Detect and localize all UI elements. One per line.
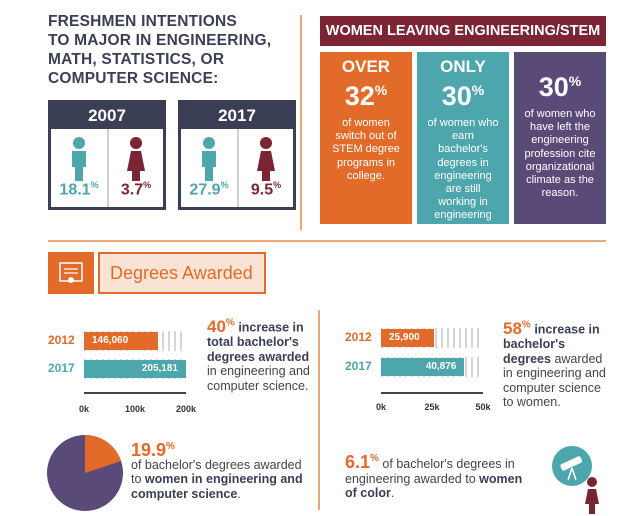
x-axis (381, 392, 483, 394)
tick-label: 0k (375, 402, 386, 412)
note-rest: awarded in engineering and computer scie… (503, 351, 606, 410)
stat-card-still-working: ONLY 30% of women who earn bachelor's de… (417, 52, 509, 235)
section-divider (300, 15, 302, 230)
stat-lead: ONLY (440, 57, 486, 76)
year-label: 2007 (51, 103, 163, 129)
bar-2017-total: 205,181 (84, 360, 186, 378)
note-post: . (390, 486, 395, 500)
male-column: 18.1% (51, 129, 107, 207)
bar-2012-women: 25,900 (381, 329, 434, 347)
freshmen-title: FRESHMEN INTENTIONS TO MAJOR IN ENGINEER… (48, 12, 308, 88)
female-pct: 9.5% (250, 179, 282, 198)
x-axis (84, 392, 186, 394)
bar-2017-women: 40,876 (381, 358, 465, 376)
note-number: 6.1% (345, 452, 379, 472)
row-year-label: 2012 (48, 333, 75, 347)
note-number: 19.9% (131, 440, 175, 460)
female-person-icon (127, 137, 145, 181)
row-year-label: 2017 (345, 359, 372, 373)
stat-number: 32% (344, 81, 388, 111)
women-share-pie-chart (47, 435, 123, 511)
total-increase-note: 40% increase in total bachelor's degrees… (207, 316, 317, 393)
year-box-2007: 2007 18.1% 3.7% (48, 100, 166, 210)
row-year-label: 2017 (48, 361, 75, 375)
pie-women-slice (85, 435, 122, 473)
stat-lead: OVER (341, 57, 391, 76)
note-bold: women in engineering and computer scienc… (131, 472, 303, 501)
stat-number: 30% (441, 81, 485, 111)
stat-card-climate: 30% of women who have left the engineeri… (514, 52, 606, 224)
women-of-color-note: 6.1% of bachelor's degrees in engineerin… (345, 452, 535, 501)
stat-number: 30% (538, 72, 582, 102)
section-divider (318, 310, 320, 510)
note-number: 40% (207, 316, 235, 336)
horizontal-divider (48, 240, 606, 242)
female-pct: 3.7% (120, 179, 152, 198)
tick-label: 200k (175, 404, 197, 414)
note-rest: in engineering and computer science. (207, 364, 310, 393)
women-increase-note: 58% increase in bachelor's degrees award… (503, 318, 611, 410)
note-bold: increase in total bachelor's degrees awa… (207, 320, 310, 364)
tick-label: 100k (124, 404, 146, 414)
stat-desc: of women who have left the engineering p… (524, 108, 596, 200)
female-column: 9.5% (237, 129, 293, 207)
title-line: MATH, STATISTICS, OR (48, 51, 225, 68)
degrees-awarded-title: Degrees Awarded (98, 252, 266, 294)
title-line: FRESHMEN INTENTIONS (48, 13, 237, 30)
title-line: COMPUTER SCIENCE: (48, 70, 219, 87)
year-box-2017: 2017 27.9% 9.5% (178, 100, 296, 210)
year-label: 2017 (181, 103, 293, 129)
male-column: 27.9% (181, 129, 237, 207)
male-person-icon (72, 137, 86, 181)
diploma-icon (48, 252, 94, 294)
note-pre: of bachelor's degrees in engineering awa… (345, 457, 515, 486)
women-leaving-header: WOMEN LEAVING ENGINEERING/STEM (320, 16, 606, 46)
stat-desc: of women switch out of STEM degree progr… (332, 117, 400, 182)
stat-card-switch-out: OVER 32% of women switch out of STEM deg… (320, 52, 412, 224)
female-person-icon (257, 137, 275, 181)
male-person-icon (202, 137, 216, 181)
male-pct: 27.9% (189, 179, 229, 198)
tick-label: 50k (475, 402, 491, 412)
title-line: TO MAJOR IN ENGINEERING, (48, 32, 272, 49)
bar-2012-total: 146,060 (84, 332, 159, 350)
stat-desc: of women who earn bachelor's degrees in … (427, 117, 499, 235)
note-bold: increase in bachelor's degrees (503, 322, 600, 366)
pie-note: 19.9% of bachelor's degrees awarded to w… (131, 440, 306, 501)
row-year-label: 2012 (345, 330, 372, 344)
note-post: . (237, 486, 241, 501)
male-pct: 18.1% (59, 179, 99, 198)
tick-label: 0k (78, 404, 89, 414)
tick-label: 25k (424, 402, 440, 412)
note-number: 58% (503, 318, 531, 338)
telescope-woman-icon (552, 446, 599, 514)
note-pre: of bachelor's degrees awarded to (131, 457, 302, 487)
female-column: 3.7% (107, 129, 163, 207)
note-bold: women of color (345, 471, 523, 501)
